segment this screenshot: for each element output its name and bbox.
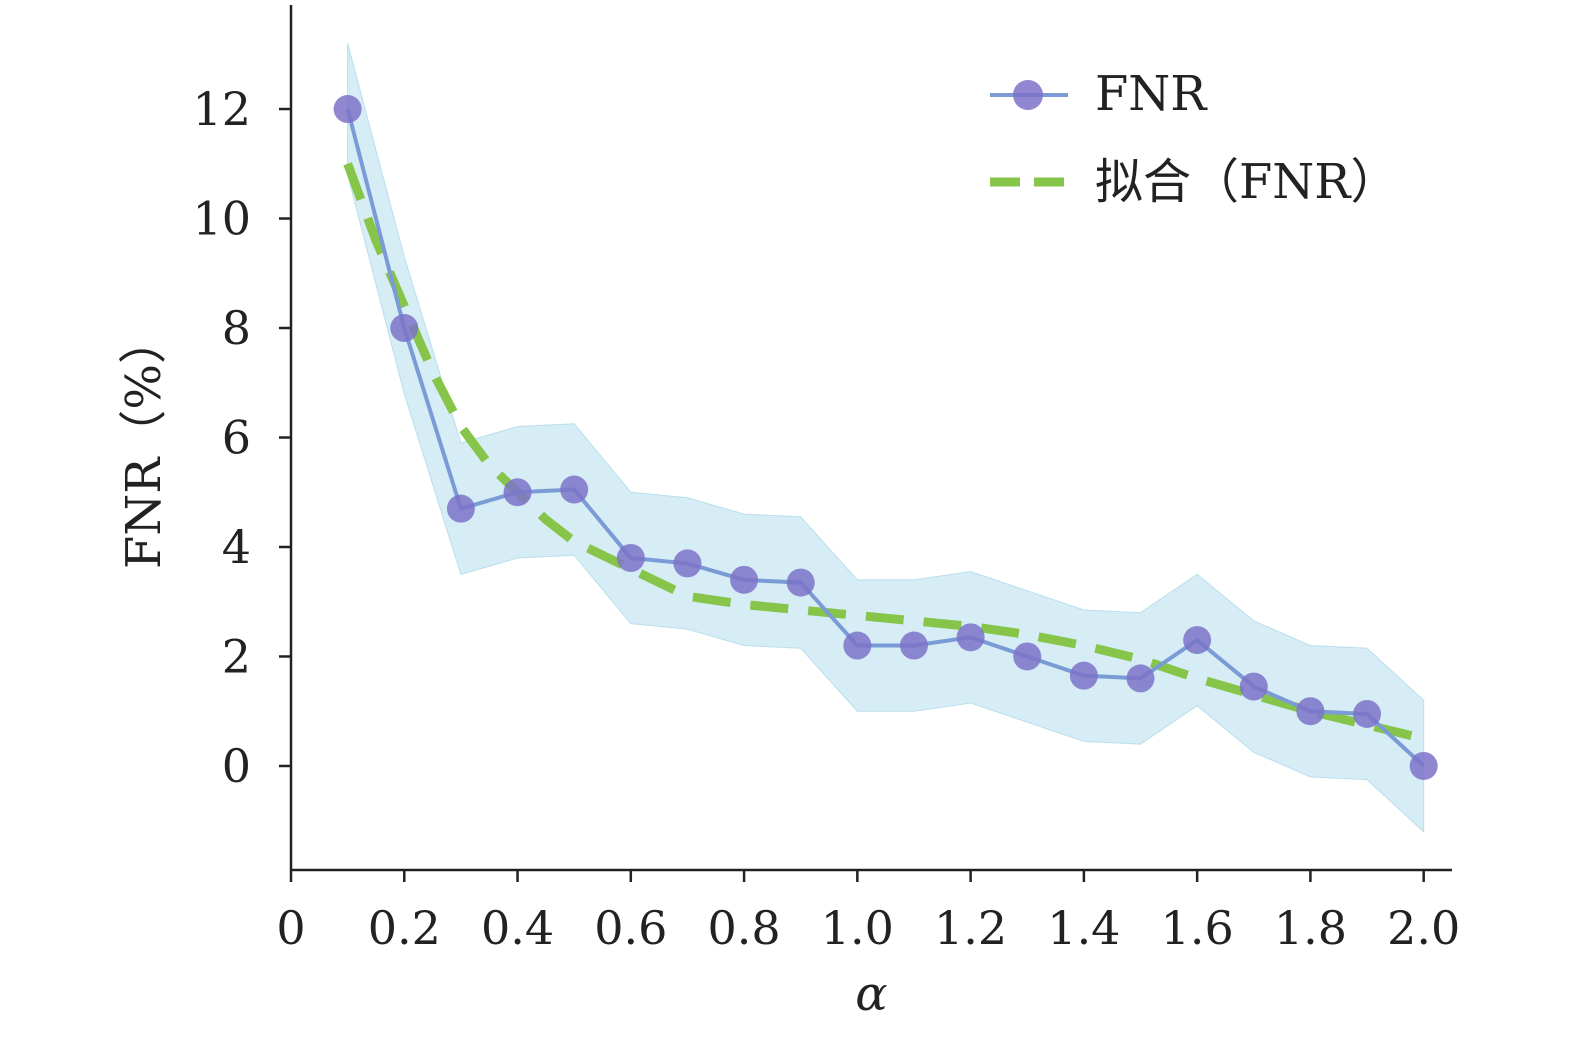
- fnr-series-layer: [333, 95, 1438, 780]
- x-tick-label: 0.8: [707, 901, 780, 955]
- fnr-data-point: [616, 543, 645, 572]
- legend-fnr-label: FNR: [1095, 66, 1208, 122]
- fnr-data-point: [560, 475, 589, 504]
- fnr-data-point: [446, 494, 475, 523]
- legend-fnr-marker: [1013, 80, 1043, 110]
- fnr-data-point: [786, 568, 815, 597]
- fnr-data-point: [673, 549, 702, 578]
- y-tick-label: 8: [222, 301, 251, 355]
- y-axis-title: FNR（%）: [116, 316, 172, 569]
- fnr-data-point: [956, 623, 985, 652]
- fnr-data-point: [333, 95, 362, 124]
- y-tick-label: 2: [222, 629, 251, 683]
- x-tick-label: 1.4: [1047, 901, 1120, 955]
- x-tick-label: 2.0: [1387, 901, 1460, 955]
- y-tick-label: 0: [222, 739, 251, 793]
- fnr-data-point: [730, 565, 759, 594]
- x-axis-title: α: [855, 966, 887, 1022]
- fnr-data-point: [1183, 626, 1212, 655]
- x-ticks: 0 0.2 0.4 0.6 0.8 1.0 1.2 1.4 1.6 1.8 2.0: [276, 870, 1460, 955]
- y-tick-label: 12: [192, 82, 251, 136]
- fnr-data-point: [503, 478, 532, 507]
- x-tick-label: 1.8: [1274, 901, 1347, 955]
- confidence-band: [347, 43, 1425, 833]
- x-tick-label: 0.6: [594, 901, 667, 955]
- fnr-data-point: [1069, 661, 1098, 690]
- confidence-band-layer: [347, 43, 1425, 833]
- y-tick-label: 6: [222, 411, 251, 465]
- fnr-data-point: [1239, 672, 1268, 701]
- fnr-data-point: [899, 631, 928, 660]
- x-tick-label: 1.6: [1161, 901, 1234, 955]
- x-tick-label: 1.0: [821, 901, 894, 955]
- x-tick-label: 0: [276, 901, 305, 955]
- y-tick-label: 4: [222, 520, 251, 574]
- fnr-data-point: [390, 314, 419, 343]
- x-tick-label: 0.4: [481, 901, 554, 955]
- fnr-data-point: [1126, 664, 1155, 693]
- fnr-data-point: [843, 631, 872, 660]
- fnr-data-point: [1296, 697, 1325, 726]
- y-ticks: 0 2 4 6 8 10 12: [192, 82, 291, 793]
- y-tick-label: 10: [192, 192, 251, 246]
- fnr-data-point: [1409, 751, 1438, 780]
- x-tick-label: 0.2: [368, 901, 441, 955]
- fnr-data-point: [1353, 699, 1382, 728]
- legend-fit-label: 拟合（FNR）: [1095, 154, 1398, 210]
- fnr-data-point: [1013, 642, 1042, 671]
- x-tick-label: 1.2: [934, 901, 1007, 955]
- legend: FNR 拟合（FNR）: [990, 66, 1398, 210]
